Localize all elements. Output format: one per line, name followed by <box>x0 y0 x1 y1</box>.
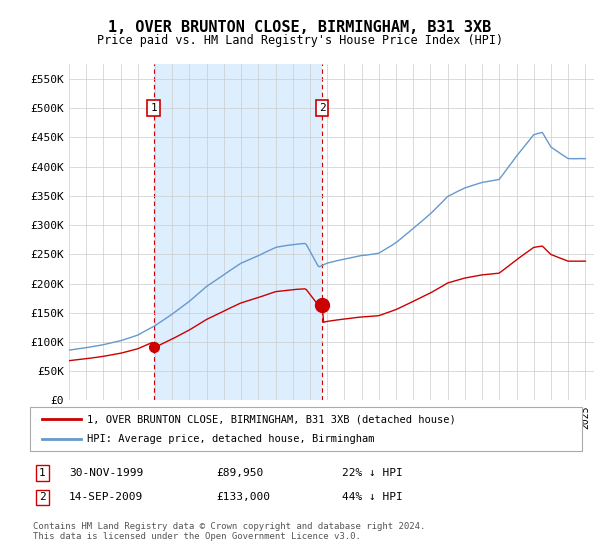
Text: Price paid vs. HM Land Registry's House Price Index (HPI): Price paid vs. HM Land Registry's House … <box>97 34 503 46</box>
Text: 1: 1 <box>39 468 46 478</box>
Text: £133,000: £133,000 <box>216 492 270 502</box>
Text: 14-SEP-2009: 14-SEP-2009 <box>69 492 143 502</box>
Text: 1, OVER BRUNTON CLOSE, BIRMINGHAM, B31 3XB: 1, OVER BRUNTON CLOSE, BIRMINGHAM, B31 3… <box>109 20 491 35</box>
Text: HPI: Average price, detached house, Birmingham: HPI: Average price, detached house, Birm… <box>87 433 374 444</box>
Text: 22% ↓ HPI: 22% ↓ HPI <box>342 468 403 478</box>
Bar <box>154 64 322 400</box>
Text: 2: 2 <box>39 492 46 502</box>
Text: 44% ↓ HPI: 44% ↓ HPI <box>342 492 403 502</box>
Text: Contains HM Land Registry data © Crown copyright and database right 2024.
This d: Contains HM Land Registry data © Crown c… <box>33 522 425 542</box>
Text: 2: 2 <box>319 103 326 113</box>
Text: 1, OVER BRUNTON CLOSE, BIRMINGHAM, B31 3XB (detached house): 1, OVER BRUNTON CLOSE, BIRMINGHAM, B31 3… <box>87 414 456 424</box>
Text: 30-NOV-1999: 30-NOV-1999 <box>69 468 143 478</box>
Text: £89,950: £89,950 <box>216 468 263 478</box>
Text: 1: 1 <box>150 103 157 113</box>
